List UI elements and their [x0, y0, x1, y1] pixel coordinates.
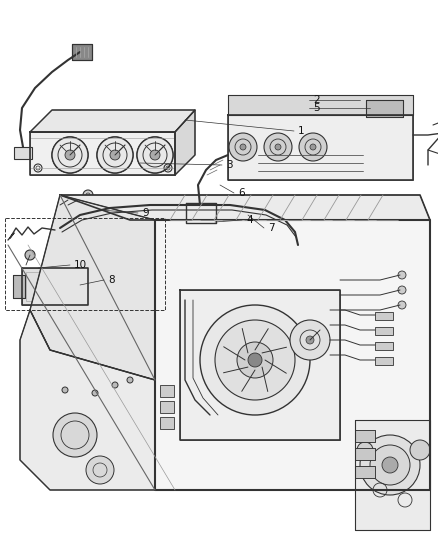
Bar	[14, 147, 32, 159]
Circle shape	[410, 440, 430, 460]
Polygon shape	[366, 100, 403, 117]
Circle shape	[200, 305, 310, 415]
Circle shape	[97, 137, 133, 173]
Polygon shape	[72, 44, 92, 60]
Text: 5: 5	[313, 103, 320, 113]
Text: 4: 4	[246, 215, 253, 225]
Polygon shape	[30, 195, 155, 380]
Bar	[160, 385, 174, 397]
Circle shape	[275, 144, 281, 150]
Circle shape	[357, 442, 373, 458]
Text: 10: 10	[74, 260, 87, 270]
Polygon shape	[355, 448, 375, 460]
Text: 2: 2	[313, 95, 320, 105]
Bar	[160, 401, 174, 413]
Text: 6: 6	[238, 188, 245, 198]
Circle shape	[215, 320, 295, 400]
Bar	[375, 312, 393, 320]
Circle shape	[92, 390, 98, 396]
Bar	[375, 342, 393, 350]
Bar	[160, 417, 174, 429]
Text: 1: 1	[298, 126, 304, 136]
Polygon shape	[186, 203, 216, 223]
Circle shape	[25, 250, 35, 260]
Circle shape	[398, 286, 406, 294]
Bar	[196, 205, 202, 221]
Circle shape	[52, 137, 88, 173]
Circle shape	[112, 382, 118, 388]
Circle shape	[110, 150, 120, 160]
Circle shape	[97, 137, 133, 173]
Polygon shape	[155, 220, 430, 490]
Text: 9: 9	[142, 208, 148, 218]
Bar	[375, 327, 393, 335]
Polygon shape	[13, 275, 25, 298]
Circle shape	[137, 137, 173, 173]
Circle shape	[290, 320, 330, 360]
Circle shape	[248, 353, 262, 367]
Polygon shape	[20, 310, 155, 490]
Circle shape	[86, 456, 114, 484]
Polygon shape	[180, 290, 340, 440]
Circle shape	[52, 137, 88, 173]
Polygon shape	[355, 420, 430, 530]
Circle shape	[145, 145, 165, 165]
Circle shape	[382, 457, 398, 473]
Circle shape	[299, 133, 327, 161]
Bar	[375, 357, 393, 365]
Circle shape	[398, 271, 406, 279]
Text: 8: 8	[108, 275, 115, 285]
Circle shape	[65, 150, 75, 160]
Circle shape	[360, 435, 420, 495]
Polygon shape	[175, 110, 195, 175]
Bar	[30, 138, 175, 168]
Polygon shape	[22, 268, 88, 305]
Circle shape	[137, 137, 173, 173]
Circle shape	[240, 144, 246, 150]
Polygon shape	[30, 110, 195, 132]
Circle shape	[105, 145, 125, 165]
Circle shape	[229, 133, 257, 161]
Circle shape	[62, 387, 68, 393]
Circle shape	[264, 133, 292, 161]
Bar	[204, 205, 210, 221]
Polygon shape	[355, 430, 375, 442]
Circle shape	[306, 336, 314, 344]
Circle shape	[150, 150, 160, 160]
Polygon shape	[228, 95, 413, 115]
Circle shape	[398, 301, 406, 309]
Circle shape	[60, 145, 80, 165]
Bar	[212, 205, 218, 221]
Circle shape	[83, 190, 93, 200]
Polygon shape	[355, 466, 375, 478]
Text: 3: 3	[226, 160, 233, 170]
Circle shape	[127, 377, 133, 383]
Circle shape	[237, 342, 273, 378]
Polygon shape	[228, 115, 413, 180]
Text: 7: 7	[268, 223, 275, 233]
Polygon shape	[60, 195, 430, 220]
Polygon shape	[30, 132, 175, 175]
Circle shape	[53, 413, 97, 457]
Circle shape	[310, 144, 316, 150]
Circle shape	[370, 445, 410, 485]
Bar	[188, 205, 194, 221]
Bar	[26, 272, 84, 301]
